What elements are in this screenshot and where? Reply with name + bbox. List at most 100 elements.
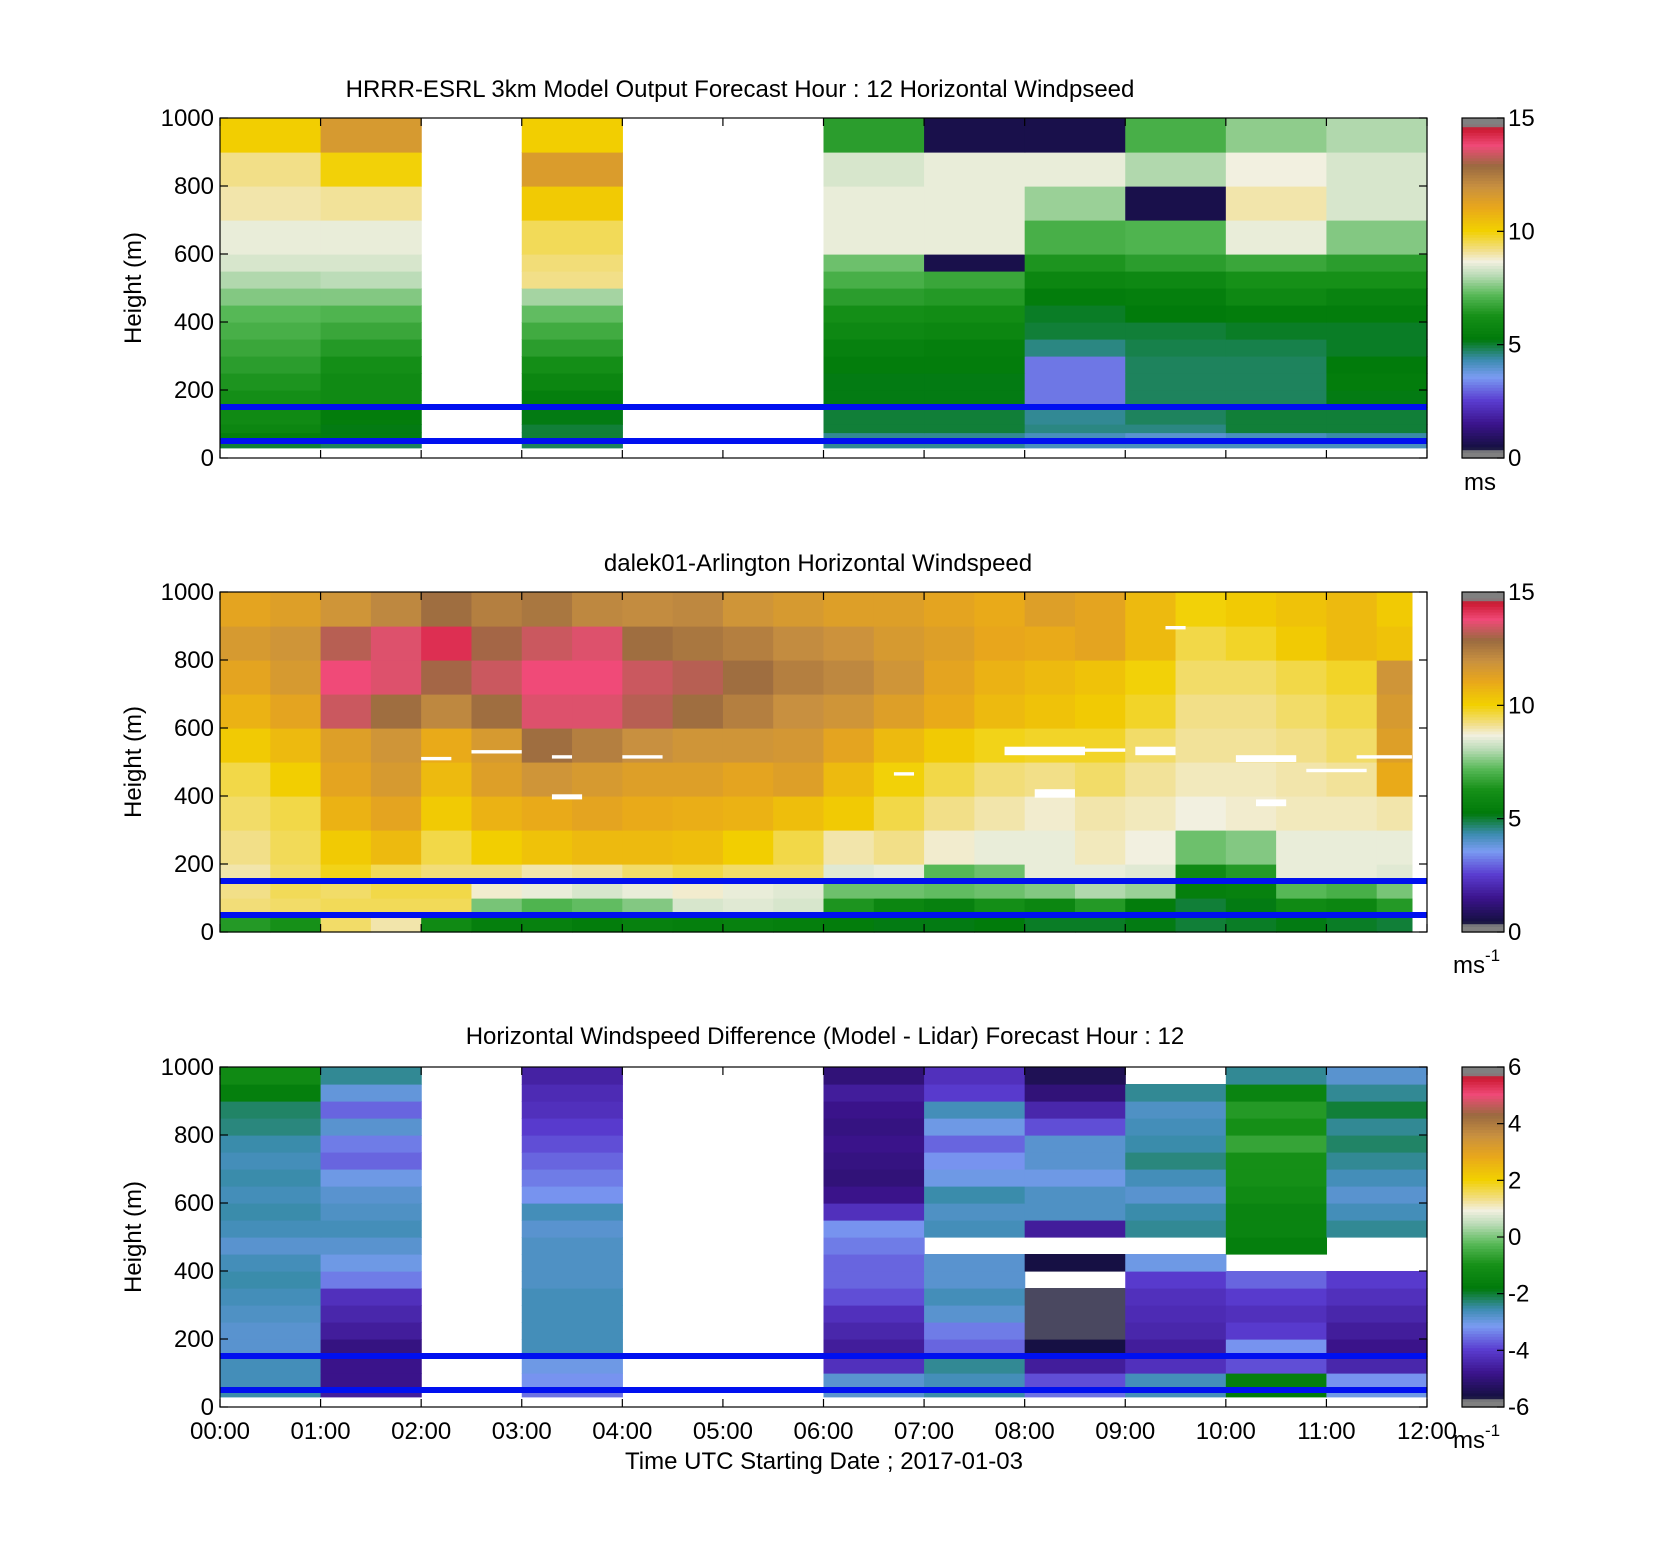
heatmap-cell	[320, 305, 422, 323]
colorbar-tick-label: -6	[1508, 1394, 1529, 1421]
colorbar-swatch	[1462, 759, 1504, 763]
colorbar-swatch	[1462, 1364, 1504, 1369]
heatmap-cell	[1225, 1305, 1328, 1323]
heatmap-cell	[1225, 660, 1277, 695]
colorbar-swatch	[1462, 1268, 1504, 1272]
heatmap-cell	[521, 1169, 623, 1187]
colorbar-swatch	[1462, 1225, 1504, 1230]
colorbar-swatch	[1462, 350, 1504, 354]
heatmap-cell	[924, 305, 1026, 323]
colorbar-swatch	[1462, 1327, 1504, 1332]
heatmap-cell	[1376, 864, 1413, 882]
colorbar-swatch	[1462, 810, 1504, 814]
heatmap-cell	[1225, 322, 1328, 340]
colorbar-swatch	[1462, 1310, 1504, 1315]
heatmap-cell	[924, 1118, 1026, 1136]
heatmap-cell	[974, 830, 1026, 865]
colorbar-swatch	[1462, 336, 1504, 340]
heatmap-cell	[823, 1084, 925, 1102]
heatmap-cell	[1125, 407, 1227, 425]
colorbar-swatch	[1462, 126, 1504, 131]
heatmap-cell	[421, 728, 473, 763]
heatmap-cell	[1175, 694, 1227, 729]
heatmap-cell	[1175, 915, 1227, 933]
colorbar-swatch	[1462, 1390, 1504, 1394]
heatmap-cell	[1225, 898, 1277, 916]
heatmap-cell	[1125, 864, 1177, 882]
heatmap-cell	[873, 915, 925, 933]
colorbar-swatch	[1462, 623, 1504, 627]
colorbar-swatch	[1462, 234, 1504, 238]
colorbar-swatch	[1462, 302, 1504, 306]
heatmap-cell	[1024, 915, 1076, 933]
heatmap-cell	[1024, 830, 1076, 865]
colorbar-swatch	[1462, 1358, 1504, 1363]
heatmap-cell	[1225, 1101, 1328, 1119]
heatmap-cell	[320, 1101, 422, 1119]
heatmap-cell	[823, 660, 875, 695]
heatmap-cell	[370, 762, 422, 797]
heatmap-cell	[1074, 864, 1126, 882]
heatmap-cell	[572, 898, 623, 916]
colorbar-swatch	[1462, 807, 1504, 811]
heatmap-cell	[924, 1169, 1026, 1187]
colorbar-unit-label: ms	[1453, 1427, 1485, 1454]
colorbar-swatch	[1462, 378, 1504, 383]
colorbar-swatch	[1462, 1387, 1504, 1391]
colorbar-swatch	[1462, 426, 1504, 431]
heatmap-cell	[1225, 694, 1277, 729]
colorbar-swatch	[1462, 1069, 1504, 1074]
heatmap-cell	[924, 1373, 1026, 1391]
colorbar-swatch	[1462, 327, 1504, 332]
heatmap-cell	[1024, 118, 1126, 153]
colorbar-swatch	[1462, 895, 1504, 899]
heatmap-cell	[1125, 1271, 1227, 1289]
heatmap-cell	[1225, 762, 1277, 797]
colorbar-unit-label: ms	[1453, 952, 1485, 979]
heatmap-cell	[521, 152, 623, 187]
colorbar-swatch	[1462, 1103, 1504, 1108]
colorbar-swatch	[1462, 1341, 1504, 1346]
colorbar-swatch	[1462, 804, 1504, 809]
colorbar-swatch	[1462, 920, 1504, 925]
heatmap-cell	[270, 626, 322, 661]
colorbar-swatch	[1462, 1256, 1504, 1261]
missing-data-segment	[1135, 746, 1176, 756]
colorbar-swatch	[1462, 1183, 1504, 1187]
colorbar-swatch	[1462, 358, 1504, 363]
heatmap-cell	[773, 694, 825, 729]
heatmap-cell	[1225, 1186, 1328, 1204]
heatmap-cell	[270, 592, 322, 627]
colorbar-swatch	[1462, 1259, 1504, 1264]
heatmap-cell	[773, 626, 825, 661]
colorbar-swatch	[1462, 143, 1504, 148]
heatmap-cell	[220, 898, 271, 916]
colorbar-swatch	[1462, 446, 1504, 451]
heatmap-cell	[1024, 898, 1076, 916]
heatmap-cell	[421, 830, 473, 865]
heatmap-cell	[1225, 441, 1328, 449]
colorbar-swatch	[1462, 679, 1504, 684]
colorbar-swatch	[1462, 906, 1504, 911]
heatmap-cell	[722, 915, 774, 933]
missing-data-segment	[1306, 768, 1367, 773]
colorbar-swatch	[1462, 203, 1504, 207]
heatmap-cell	[320, 1339, 422, 1357]
heatmap-cell	[220, 1220, 322, 1238]
colorbar-swatch	[1462, 1324, 1504, 1329]
heatmap-cell	[924, 1322, 1026, 1340]
heatmap-cell	[521, 1084, 623, 1102]
heatmap-cell	[924, 915, 975, 933]
heatmap-cell	[471, 915, 523, 933]
heatmap-cell	[370, 796, 422, 831]
heatmap-cell	[220, 1067, 322, 1085]
colorbar-swatch	[1462, 288, 1504, 292]
colorbar-swatch	[1462, 1330, 1504, 1335]
heatmap-cell	[421, 694, 473, 729]
heatmap-cell	[1225, 118, 1328, 153]
colorbar-swatch	[1462, 1095, 1504, 1099]
heatmap-cell	[1125, 1084, 1227, 1102]
heatmap-cell	[1276, 694, 1328, 729]
heatmap-cell	[220, 830, 271, 865]
heatmap-cell	[924, 1084, 1026, 1102]
